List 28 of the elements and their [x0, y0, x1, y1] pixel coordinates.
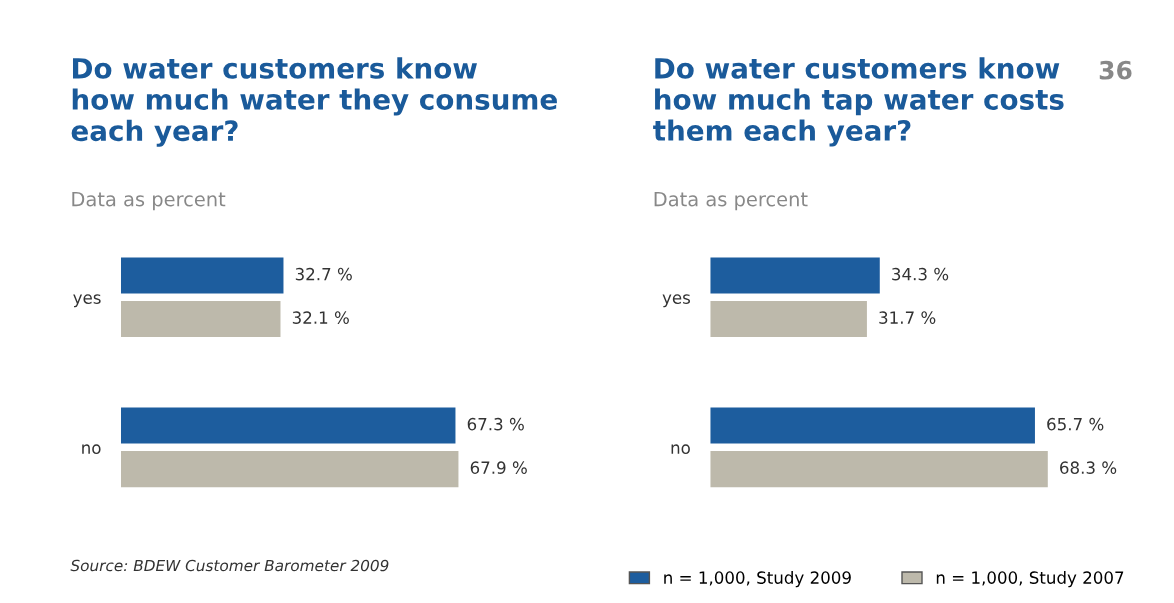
y-tick-label: no: [671, 444, 690, 454]
bar: [710, 257, 880, 294]
bar: [120, 301, 281, 338]
text: 36: [1099, 60, 1132, 80]
data-label: 68.3 %: [1060, 461, 1117, 474]
chart-subtitle: Data as percent: [654, 191, 808, 211]
bar: [120, 451, 459, 488]
data-label: 34.3 %: [892, 267, 949, 281]
chart-subtitle: Data as percent: [72, 191, 226, 211]
bar: [710, 301, 867, 338]
data-label: 31.7 %: [879, 311, 936, 324]
bar: [710, 407, 1035, 444]
legend-label: n = 1,000, Study 2007: [936, 571, 1124, 588]
data-label: 32.1 %: [292, 311, 349, 324]
chart-title: Do water customers know how much tap water costs them each year?: [653, 57, 1064, 147]
bar: [120, 407, 456, 444]
data-label: 65.7 %: [1047, 417, 1104, 431]
y-tick-label: no: [82, 444, 101, 454]
y-tick-label: yes: [662, 294, 691, 308]
chart-title: Do water customers know how much water they consume each year?: [71, 57, 557, 147]
bar: [120, 257, 284, 294]
legend-label: n = 1,000, Study 2009: [664, 571, 851, 588]
source-note: Source: BDEW Customer Barometer 2009: [70, 559, 389, 572]
data-label: 67.3 %: [467, 417, 524, 431]
y-tick-label: yes: [73, 294, 101, 308]
data-label: 32.7 %: [295, 267, 352, 281]
data-label: 67.9 %: [470, 461, 527, 474]
bar: [710, 451, 1048, 488]
